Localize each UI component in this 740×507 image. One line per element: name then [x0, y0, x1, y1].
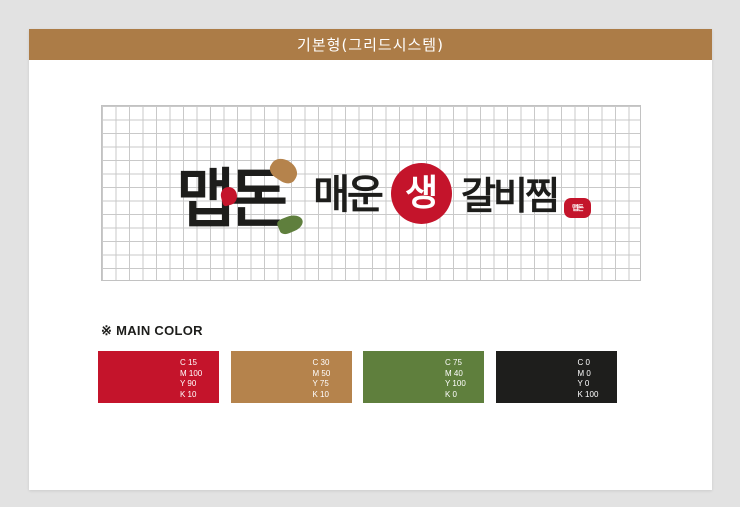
section-title: 기본형(그리드시스템): [297, 36, 444, 54]
cmyk-values: C 30 M 50 Y 75 K 10: [313, 358, 339, 403]
logo-seal-stamp: 맵돈: [564, 198, 591, 218]
cmyk-y: Y 0: [577, 379, 590, 388]
cmyk-c: C 15: [180, 358, 197, 367]
logo-word-spicy: 매운: [313, 172, 384, 218]
cmyk-m: M 100: [180, 368, 203, 378]
logo-seal-text: 맵돈: [572, 204, 584, 212]
logo: 맵돈 매운 생 갈비찜 맵돈: [102, 106, 642, 282]
color-swatch-black: C 0 M 0 Y 0 K 100: [495, 351, 617, 403]
main-color-heading: ※ MAIN COLOR: [101, 323, 203, 338]
main-color-swatches: C 15 M 100 Y 90 K 10 C 30 M 50 Y 75 K 10…: [98, 351, 617, 403]
cmyk-k: K 0: [445, 389, 458, 399]
cmyk-k: K 10: [180, 389, 197, 399]
cmyk-y: Y 75: [312, 379, 329, 388]
section-header-bar: 기본형(그리드시스템): [29, 29, 712, 60]
logo-word-dish: 갈비찜: [461, 173, 560, 218]
cmyk-m: M 0: [577, 368, 591, 378]
logo-fresh-circle-badge: 생: [391, 163, 452, 224]
color-swatch-tan: C 30 M 50 Y 75 K 10: [230, 351, 352, 403]
guideline-page: 기본형(그리드시스템) 맵돈 매운 생 갈비찜 맵돈 ※ MAIN COLOR …: [29, 29, 712, 490]
cmyk-values: C 0 M 0 Y 0 K 100: [578, 358, 604, 403]
cmyk-values: C 75 M 40 Y 100 K 0: [445, 358, 471, 403]
cmyk-m: M 40: [445, 368, 463, 378]
cmyk-y: Y 100: [445, 379, 466, 388]
cmyk-k: K 100: [577, 389, 599, 399]
color-swatch-green: C 75 M 40 Y 100 K 0: [363, 351, 484, 403]
color-swatch-red: C 15 M 100 Y 90 K 10: [98, 351, 219, 403]
cmyk-values: C 15 M 100 Y 90 K 10: [180, 358, 206, 403]
cmyk-m: M 50: [312, 368, 331, 378]
logo-grid-system-panel: 맵돈 매운 생 갈비찜 맵돈: [101, 105, 641, 281]
cmyk-y: Y 90: [180, 379, 197, 388]
cmyk-c: C 30: [312, 358, 330, 367]
logo-word-fresh: 생: [404, 172, 439, 214]
cmyk-c: C 0: [577, 358, 590, 367]
cmyk-c: C 75: [445, 358, 462, 367]
cmyk-k: K 10: [312, 389, 329, 399]
